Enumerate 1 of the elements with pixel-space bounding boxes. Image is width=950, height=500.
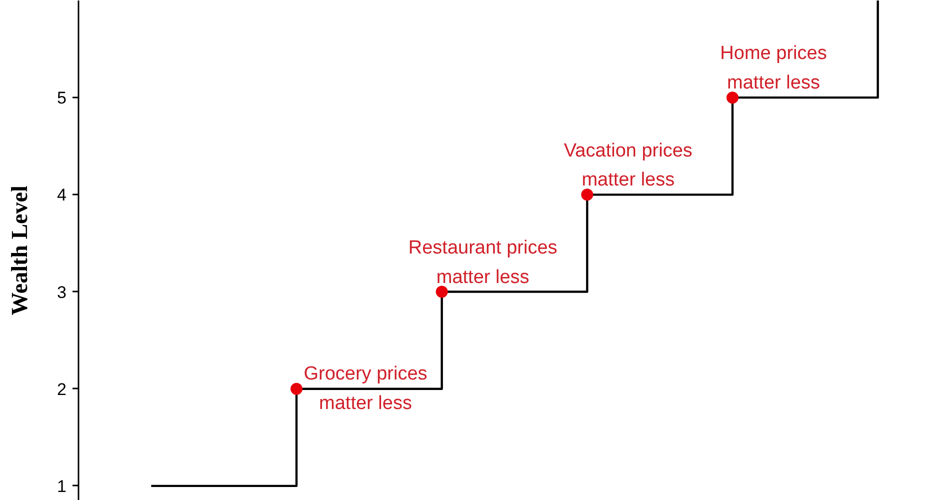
y-tick-label: 1	[57, 476, 67, 496]
